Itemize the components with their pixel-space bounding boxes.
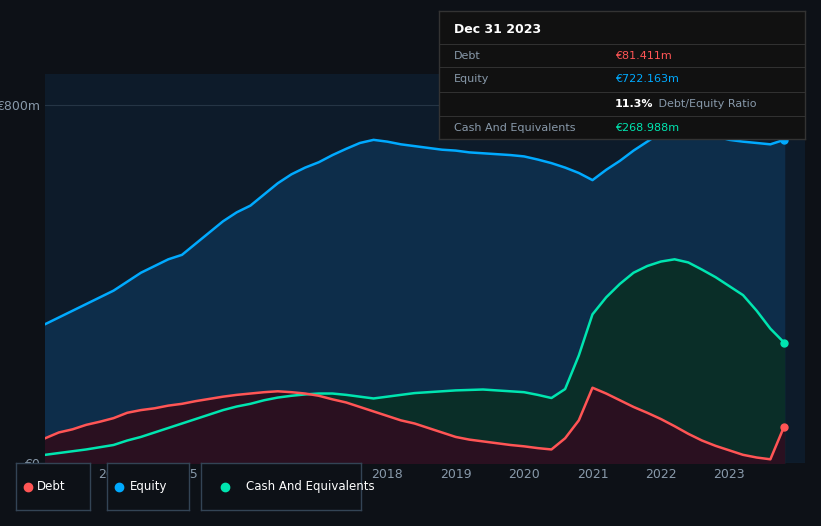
Text: Cash And Equivalents: Cash And Equivalents — [454, 123, 576, 133]
Text: Debt: Debt — [454, 50, 480, 60]
Text: Equity: Equity — [130, 480, 167, 493]
Text: Debt/Equity Ratio: Debt/Equity Ratio — [655, 99, 756, 109]
Text: Equity: Equity — [454, 75, 489, 85]
Text: €722.163m: €722.163m — [615, 75, 678, 85]
Text: 11.3%: 11.3% — [615, 99, 653, 109]
Text: Cash And Equivalents: Cash And Equivalents — [246, 480, 374, 493]
Text: Dec 31 2023: Dec 31 2023 — [454, 23, 541, 36]
Text: €268.988m: €268.988m — [615, 123, 679, 133]
Text: Debt: Debt — [37, 480, 66, 493]
Text: €81.411m: €81.411m — [615, 50, 672, 60]
